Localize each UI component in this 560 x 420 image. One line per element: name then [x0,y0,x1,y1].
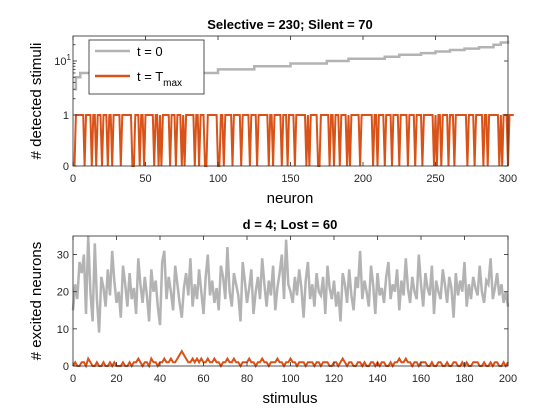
top-xtick-label: 0 [70,173,76,185]
top-xtick-label: 150 [281,173,299,185]
top-xtick-label: 300 [499,173,517,185]
bottom-xtick-label: 0 [70,373,76,385]
top-chart-title: Selective = 230; Silent = 70 [207,17,373,32]
bottom-chart: d = 4; Lost = 60 0 20 40 60 80 100 120 140 160 18… [28,217,517,407]
bottom-xtick-label: 40 [154,373,166,385]
top-ytick-label: 0 [63,161,69,173]
bottom-xtick-label: 160 [412,373,430,385]
top-chart-frame [72,35,509,167]
legend-box [88,39,205,95]
legend-label-t0: t = 0 [137,44,163,59]
legend-label-tmax: t = Tmax [137,69,182,89]
top-xtick-label: 200 [354,173,372,185]
top-chart-legend: t = 0 t = Tmax [88,39,205,95]
bottom-chart-ylabel: # excited neurons [28,242,45,360]
top-ytick-label: 1 [63,110,69,122]
top-xtick-label: 50 [139,173,151,185]
bottom-chart-xlabel: stimulus [262,390,317,407]
bottom-chart-title: d = 4; Lost = 60 [243,217,338,232]
bottom-xtick-label: 120 [325,373,343,385]
top-chart: Selective = 230; Silent = 70 0 50 100 150 20… [28,17,517,207]
top-chart-ylabel: # detected stimuli [28,43,45,160]
bottom-chart-frame [72,235,509,367]
bottom-xtick-label: 200 [499,373,517,385]
bottom-xtick-label: 20 [110,373,122,385]
series-line-t0-bottom [71,235,510,333]
bottom-xtick-label: 180 [455,373,473,385]
top-chart-xlabel: neuron [267,190,314,207]
bottom-ytick-label: 10 [57,324,69,336]
bottom-ytick-label: 0 [63,361,69,373]
top-xtick-label: 100 [209,173,227,185]
bottom-xtick-label: 80 [241,373,253,385]
bottom-xtick-label: 100 [281,373,299,385]
top-xtick-label: 250 [426,173,444,185]
legend-label-tmax-subscript: max [163,78,182,89]
bottom-ytick-label: 30 [57,250,69,262]
top-chart-ticks: 0 50 100 150 200 250 300 0 1 101 [54,36,517,185]
bottom-chart-ticks: 0 20 40 60 80 100 120 140 160 180 200 0 10 20 30 [57,236,517,385]
series-line-tmax-top [73,114,514,167]
bottom-xtick-label: 60 [197,373,209,385]
bottom-ytick-label: 20 [57,287,69,299]
legend-label-tmax-main: t = T [137,69,163,84]
bottom-xtick-label: 140 [368,373,386,385]
top-ytick-label: 101 [54,53,71,68]
